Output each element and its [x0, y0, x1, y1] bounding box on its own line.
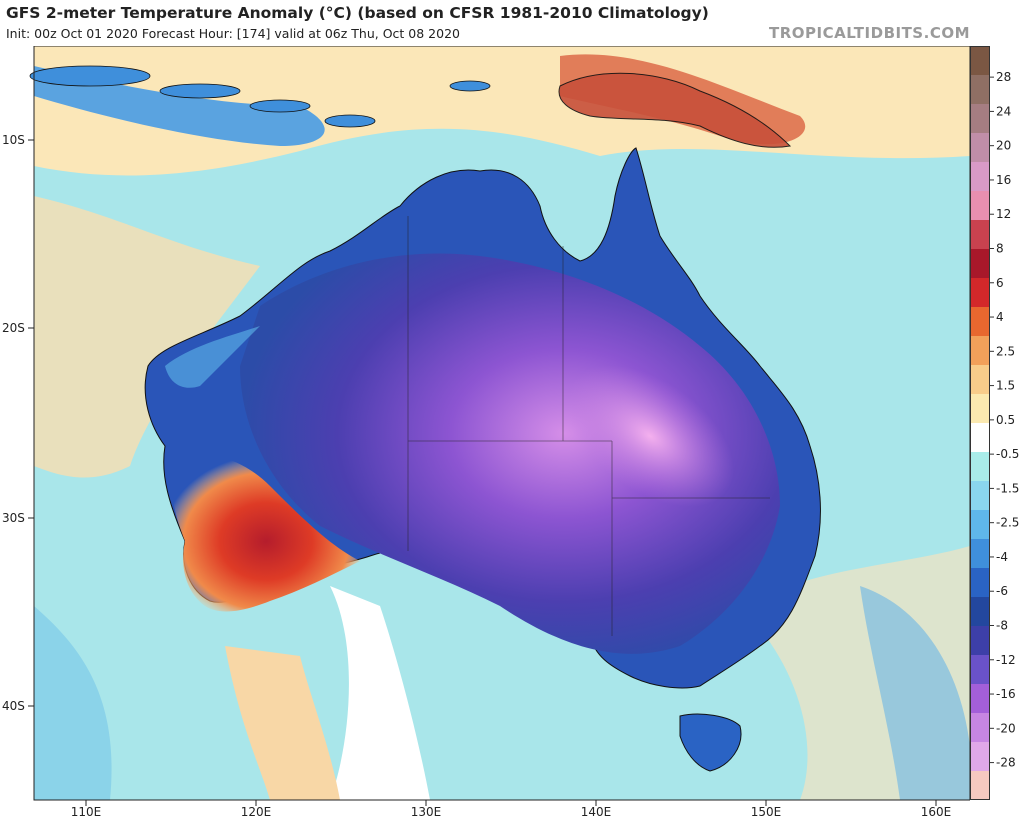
colorbar-swatch — [970, 133, 990, 163]
colorbar-swatch — [970, 104, 990, 134]
colorbar-canvas: 28 24 20 16 12 8 6 4 2.5 1.5 0.5 -0.5 -1.5 -2.5 -4 -6 -8… — [970, 46, 1019, 801]
colorbar-swatch — [970, 684, 990, 714]
colorbar-swatch — [970, 191, 990, 221]
colorbar-swatch — [970, 46, 990, 76]
colorbar-label: 8 — [996, 241, 1004, 255]
colorbar-swatch — [970, 481, 990, 511]
new-guinea-landmass — [558, 72, 792, 148]
colorbar-label: -1.5 — [996, 481, 1019, 495]
colorbar-label: -20 — [996, 721, 1016, 735]
colorbar-label: -6 — [996, 584, 1008, 598]
map-subtitle: Init: 00z Oct 01 2020 Forecast Hour: [17… — [6, 26, 460, 41]
colorbar-swatch — [970, 742, 990, 772]
colorbar-label: 0.5 — [996, 413, 1015, 427]
header: GFS 2-meter Temperature Anomaly (°C) (ba… — [0, 0, 1024, 46]
colorbar-label: -28 — [996, 756, 1016, 770]
colorbar-label: -16 — [996, 687, 1016, 701]
colorbar-swatch — [970, 423, 990, 453]
colorbar-swatch — [970, 539, 990, 569]
lon-label-160e: 160E — [921, 805, 952, 819]
colorbar-label: 20 — [996, 139, 1011, 153]
lat-label-10s: 10S — [2, 133, 25, 147]
lat-label-20s: 20S — [2, 321, 25, 335]
colorbar-label: 16 — [996, 173, 1011, 187]
colorbar: 28 24 20 16 12 8 6 4 2.5 1.5 0.5 -0.5 -1.5 -2.5 -4 -6 -8… — [970, 46, 1024, 801]
lon-label-130e: 130E — [411, 805, 442, 819]
lat-label-30s: 30S — [2, 511, 25, 525]
colorbar-label: 24 — [996, 104, 1011, 118]
colorbar-swatch — [970, 365, 990, 395]
colorbar-label: -2.5 — [996, 516, 1019, 530]
colorbar-swatch — [970, 568, 990, 598]
colorbar-swatch — [970, 162, 990, 192]
colorbar-swatch — [970, 75, 990, 105]
colorbar-swatch — [970, 510, 990, 540]
colorbar-swatch — [970, 626, 990, 656]
colorbar-swatch — [970, 278, 990, 308]
colorbar-swatch — [970, 220, 990, 250]
indonesia-islands — [29, 65, 491, 128]
colorbar-swatch — [970, 655, 990, 685]
map-canvas: 10S 20S 30S 40S 110E 120E 130E 140E 150E… — [2, 46, 970, 819]
colorbar-swatch — [970, 394, 990, 424]
colorbar-swatch — [970, 713, 990, 743]
colorbar-swatch — [970, 249, 990, 279]
colorbar-label: 4 — [996, 310, 1004, 324]
lon-label-150e: 150E — [751, 805, 782, 819]
lat-label-40s: 40S — [2, 699, 25, 713]
site-watermark: TROPICALTIDBITS.COM — [769, 24, 970, 42]
tasmania-landmass — [679, 713, 742, 772]
colorbar-swatch — [970, 771, 990, 801]
colorbar-swatch — [970, 452, 990, 482]
colorbar-swatch — [970, 307, 990, 337]
colorbar-label: -12 — [996, 653, 1016, 667]
lon-label-140e: 140E — [581, 805, 612, 819]
lon-label-110e: 110E — [71, 805, 102, 819]
colorbar-label: 12 — [996, 207, 1011, 221]
map-title: GFS 2-meter Temperature Anomaly (°C) (ba… — [6, 4, 709, 22]
colorbar-label: -4 — [996, 550, 1008, 564]
colorbar-label: 6 — [996, 276, 1004, 290]
colorbar-frame — [970, 46, 990, 800]
latitude-axis: 10S 20S 30S 40S — [2, 133, 34, 713]
longitude-axis: 110E 120E 130E 140E 150E 160E — [71, 800, 952, 819]
colorbar-label: -0.5 — [996, 447, 1019, 461]
anomaly-map: 10S 20S 30S 40S 110E 120E 130E 140E 150E… — [0, 46, 970, 820]
lon-label-120e: 120E — [241, 805, 272, 819]
colorbar-swatch — [970, 597, 990, 627]
colorbar-label: 2.5 — [996, 344, 1015, 358]
colorbar-label: 28 — [996, 70, 1011, 84]
colorbar-swatch — [970, 336, 990, 366]
state-borders — [407, 216, 770, 636]
colorbar-label: 1.5 — [996, 379, 1015, 393]
colorbar-label: -8 — [996, 618, 1008, 632]
map-frame — [33, 46, 970, 801]
